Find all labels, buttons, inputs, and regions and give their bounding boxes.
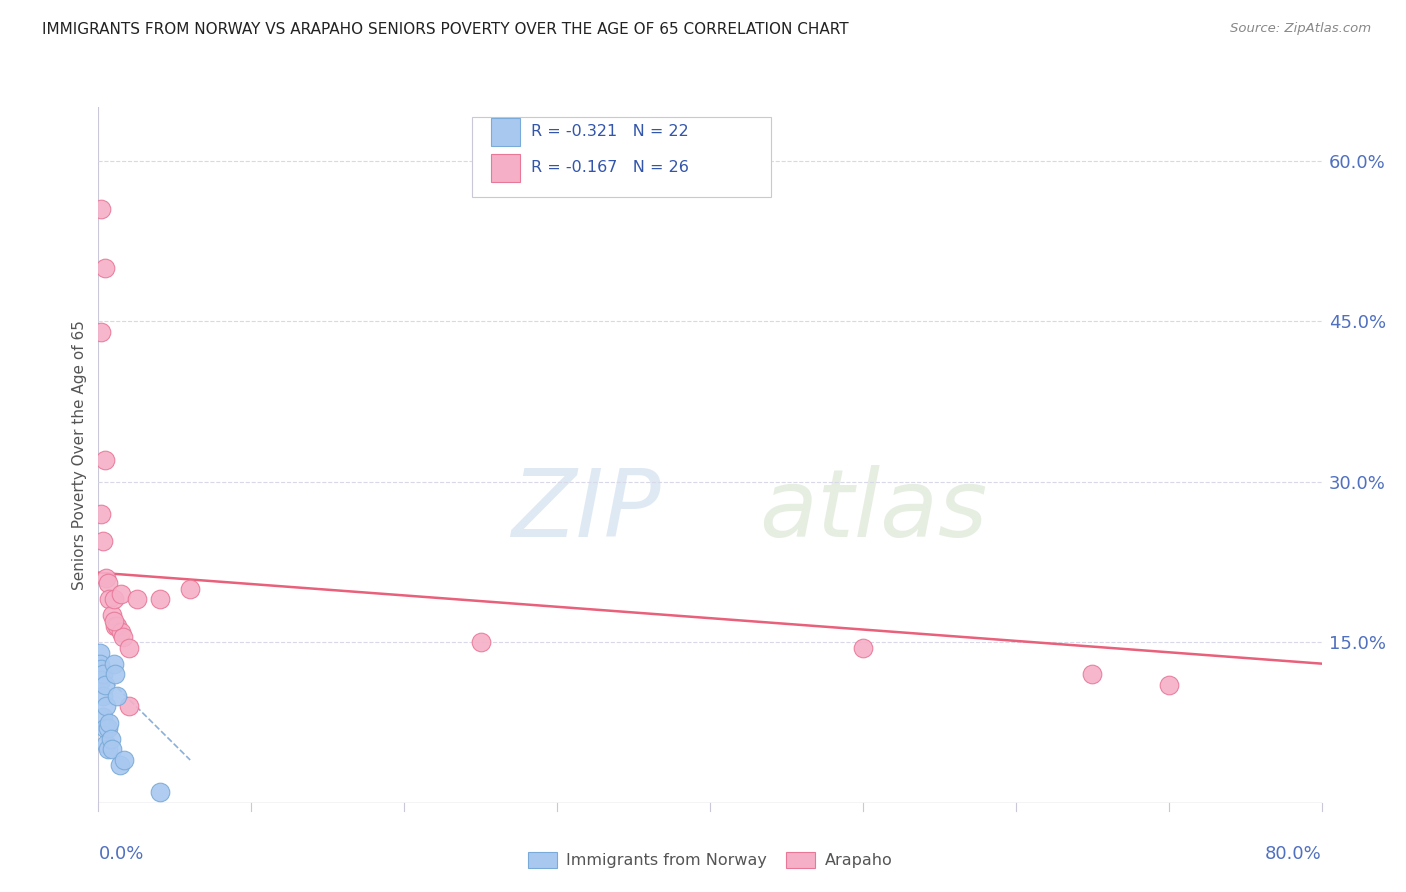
Point <box>105 619 128 633</box>
Point <box>90 325 112 339</box>
Point <box>118 640 141 655</box>
FancyBboxPatch shape <box>491 153 520 182</box>
FancyBboxPatch shape <box>471 118 772 197</box>
Point <box>98 715 121 730</box>
Point <box>110 587 132 601</box>
Point <box>94 737 117 751</box>
Text: Source: ZipAtlas.com: Source: ZipAtlas.com <box>1230 22 1371 36</box>
Point <box>103 614 125 628</box>
Point <box>118 699 141 714</box>
Point <box>93 260 115 275</box>
Point <box>91 667 114 681</box>
Point <box>100 731 122 746</box>
Point <box>94 699 117 714</box>
Text: IMMIGRANTS FROM NORWAY VS ARAPAHO SENIORS POVERTY OVER THE AGE OF 65 CORRELATION: IMMIGRANTS FROM NORWAY VS ARAPAHO SENIOR… <box>42 22 849 37</box>
Point <box>97 721 120 735</box>
Point <box>90 673 112 687</box>
Point <box>91 689 114 703</box>
Text: 80.0%: 80.0% <box>1265 845 1322 863</box>
Text: atlas: atlas <box>759 465 987 556</box>
Point <box>93 721 115 735</box>
Point <box>105 689 128 703</box>
Legend: Immigrants from Norway, Arapaho: Immigrants from Norway, Arapaho <box>522 846 898 875</box>
Point <box>111 630 134 644</box>
Point <box>90 202 112 216</box>
Point <box>1081 667 1104 681</box>
Point <box>852 640 875 655</box>
Text: ZIP: ZIP <box>512 465 661 556</box>
Y-axis label: Seniors Poverty Over the Age of 65: Seniors Poverty Over the Age of 65 <box>72 320 87 590</box>
Point <box>104 619 127 633</box>
Point <box>90 662 112 676</box>
FancyBboxPatch shape <box>491 118 520 145</box>
Point <box>97 742 120 756</box>
Point <box>101 608 124 623</box>
Point <box>89 646 111 660</box>
Point <box>179 582 201 596</box>
Point <box>90 507 112 521</box>
Point <box>103 592 125 607</box>
Point <box>89 657 111 671</box>
Point <box>93 678 115 692</box>
Point <box>101 742 124 756</box>
Text: R = -0.321   N = 22: R = -0.321 N = 22 <box>531 124 689 139</box>
Point <box>125 592 148 607</box>
Point <box>104 667 127 681</box>
Point <box>98 592 121 607</box>
Point <box>149 785 172 799</box>
Text: 0.0%: 0.0% <box>98 845 143 863</box>
Point <box>110 624 132 639</box>
Text: R = -0.167   N = 26: R = -0.167 N = 26 <box>531 161 689 175</box>
Point <box>93 453 115 467</box>
Point <box>112 753 135 767</box>
Point <box>97 576 120 591</box>
Point <box>108 758 131 772</box>
Point <box>1157 678 1180 692</box>
Point <box>149 592 172 607</box>
Point <box>91 533 114 548</box>
Point <box>103 657 125 671</box>
Point <box>91 710 114 724</box>
Point <box>470 635 492 649</box>
Point <box>94 571 117 585</box>
